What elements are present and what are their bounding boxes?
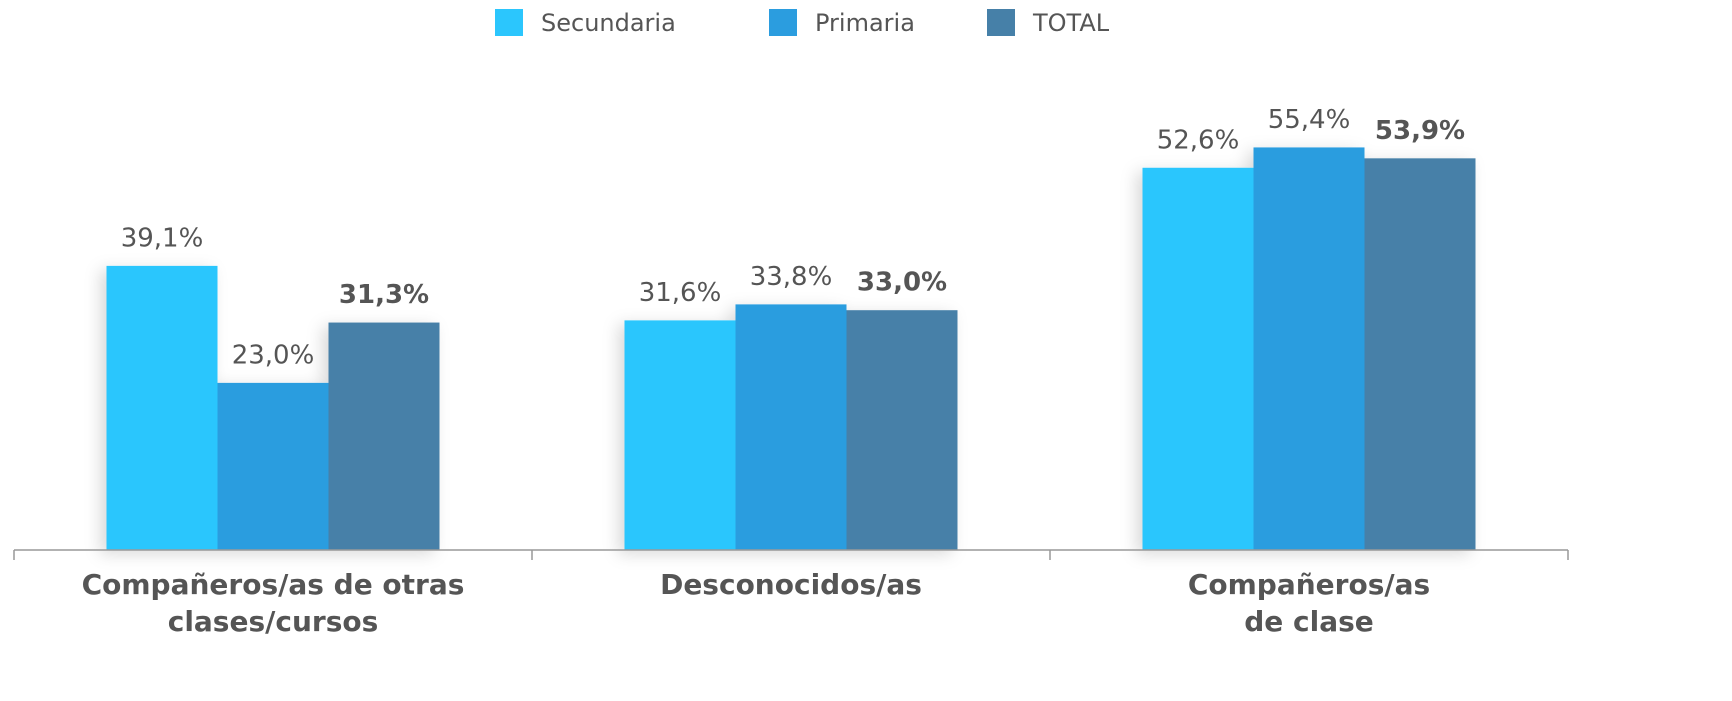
- bar: [846, 310, 958, 550]
- value-label: 31,3%: [339, 280, 429, 310]
- bar: [217, 382, 329, 550]
- legend-swatch: [769, 9, 797, 36]
- value-label: 23,0%: [232, 340, 315, 370]
- x-tick-label: Compañeros/as de clase: [1187, 568, 1431, 638]
- bars: [106, 147, 1476, 551]
- value-label: 39,1%: [121, 223, 204, 253]
- bar: [735, 304, 847, 550]
- x-tick-label: Desconocidos/as: [660, 568, 922, 601]
- bar: [106, 265, 218, 550]
- value-label: 33,8%: [750, 262, 833, 292]
- legend-swatch: [987, 9, 1015, 36]
- value-label: 52,6%: [1157, 125, 1240, 155]
- bar: [1142, 167, 1254, 551]
- value-label: 33,0%: [857, 268, 947, 298]
- value-label: 31,6%: [639, 278, 722, 308]
- legend-label: Primaria: [815, 9, 915, 37]
- bar: [1364, 158, 1476, 550]
- value-label: 53,9%: [1375, 116, 1465, 146]
- bar: [624, 320, 736, 550]
- legend-swatch: [495, 9, 523, 36]
- x-tick-label: Compañeros/as de otras clases/cursos: [81, 568, 465, 638]
- bar: [328, 322, 440, 550]
- bar: [1253, 147, 1365, 550]
- value-label: 55,4%: [1268, 105, 1351, 135]
- legend-label: TOTAL: [1032, 9, 1110, 37]
- legend-label: Secundaria: [541, 9, 676, 37]
